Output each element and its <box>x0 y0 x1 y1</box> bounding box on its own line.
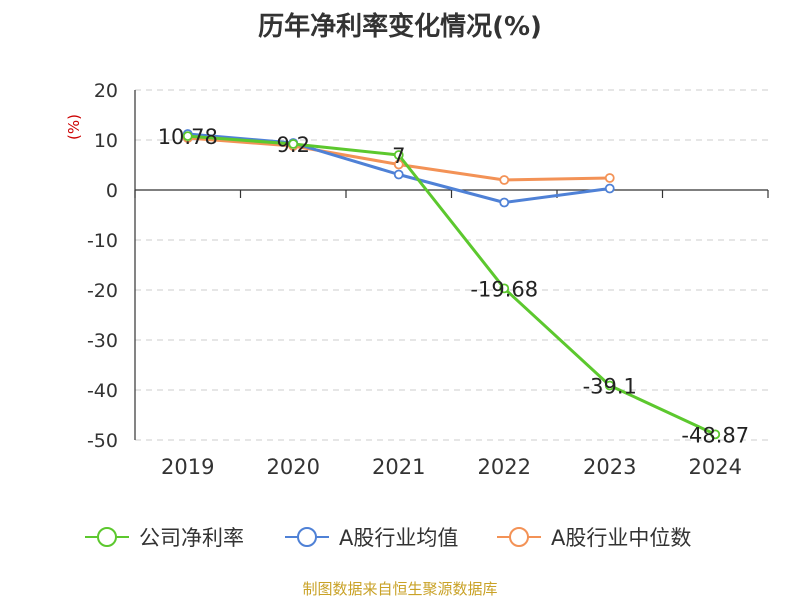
x-tick-label: 2022 <box>478 455 531 479</box>
y-tick-label: -20 <box>87 280 118 302</box>
series-line-company <box>187 134 716 436</box>
legend-swatch-marker <box>297 527 317 547</box>
data-point-company <box>393 150 404 160</box>
data-point-company <box>182 131 193 142</box>
legend-label: A股行业中位数 <box>551 526 691 550</box>
y-tick-label: 20 <box>94 80 118 102</box>
data-source-note: 制图数据来自恒生聚源数据库 <box>302 580 498 598</box>
y-tick-label: -30 <box>87 330 118 352</box>
x-tick-label: 2020 <box>267 455 320 479</box>
data-point-industry_avg <box>499 197 510 208</box>
legend-label: 公司净利率 <box>139 526 244 550</box>
data-point-company <box>499 283 510 294</box>
y-tick-label: -10 <box>87 230 118 252</box>
legend-swatch-marker <box>97 527 117 547</box>
y-tick-label: 10 <box>94 130 118 152</box>
y-tick-label: 0 <box>106 180 118 202</box>
x-tick-label: 2024 <box>689 455 742 479</box>
data-point-industry_median <box>499 175 510 185</box>
chart-title: 历年净利率变化情况(%) <box>258 12 542 42</box>
data-point-industry_avg <box>604 183 615 194</box>
legend-label: A股行业均值 <box>339 526 458 550</box>
data-label: 7 <box>392 144 405 168</box>
x-tick-label: 2019 <box>161 455 214 479</box>
y-axis-unit-label: (%) <box>65 114 83 140</box>
data-label: -39.1 <box>583 375 637 399</box>
data-label: -48.87 <box>681 423 749 447</box>
data-point-industry_avg <box>393 169 404 180</box>
data-point-industry_median <box>604 173 615 183</box>
x-tick-label: 2023 <box>583 455 636 479</box>
data-label: 10.78 <box>158 125 218 149</box>
data-point-industry_median <box>393 159 404 170</box>
legend-swatch-marker <box>509 527 529 547</box>
y-tick-label: -40 <box>87 380 118 402</box>
data-point-company <box>710 429 721 440</box>
x-tick-label: 2021 <box>372 455 425 479</box>
data-point-company <box>604 380 615 391</box>
data-label: 9.2 <box>277 133 310 157</box>
data-point-company <box>288 139 299 149</box>
data-label: -19.68 <box>470 277 538 301</box>
y-tick-label: -50 <box>87 430 118 452</box>
